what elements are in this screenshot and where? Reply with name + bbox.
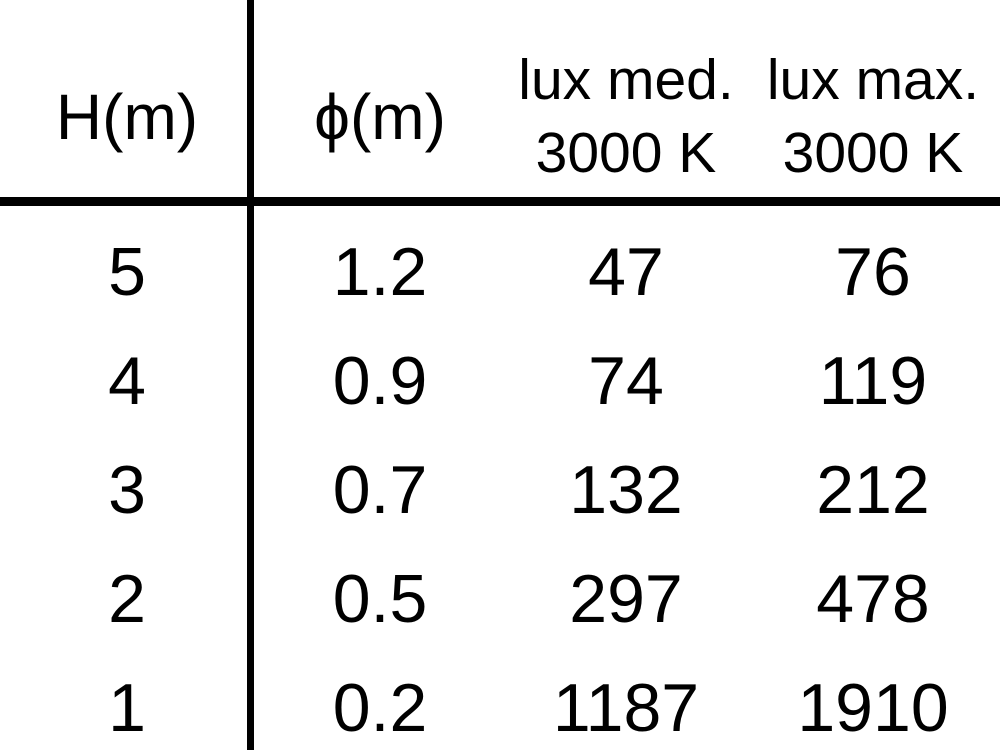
cell-phi: 0.5 bbox=[332, 560, 428, 637]
cell-lux-max: 1910 bbox=[797, 669, 949, 746]
cell-lux-max: 76 bbox=[835, 234, 911, 311]
cell-lux-max: 212 bbox=[816, 451, 930, 528]
header-lux-max-line1: lux max. bbox=[766, 47, 980, 112]
cell-lux-med: 297 bbox=[569, 560, 683, 637]
cell-phi: 1.2 bbox=[332, 234, 428, 311]
cell-h: 5 bbox=[108, 234, 146, 311]
cell-phi: 0.7 bbox=[332, 451, 428, 528]
cell-h: 3 bbox=[108, 451, 146, 528]
column-divider-line bbox=[247, 0, 254, 750]
header-lux-med-line2: 3000 K bbox=[535, 120, 717, 185]
header-lux-max-line2: 3000 K bbox=[782, 120, 964, 185]
cell-h: 4 bbox=[108, 343, 146, 420]
cell-h: 1 bbox=[108, 669, 146, 746]
table-header-row: H(m) ϕ(m) lux med. 3000 K lux max. 3000 … bbox=[0, 0, 1000, 197]
header-lux-max-3000k: lux max. 3000 K bbox=[746, 18, 1000, 215]
cell-lux-med: 74 bbox=[588, 343, 664, 420]
header-lux-med-line1: lux med. bbox=[518, 47, 734, 112]
cell-lux-med: 47 bbox=[588, 234, 664, 311]
header-lux-med-3000k: lux med. 3000 K bbox=[506, 18, 746, 215]
cell-h: 2 bbox=[108, 560, 146, 637]
cell-lux-max: 119 bbox=[818, 343, 928, 420]
cell-lux-med: 1187 bbox=[552, 669, 700, 746]
cell-phi: 0.2 bbox=[332, 669, 428, 746]
cell-lux-max: 478 bbox=[816, 560, 930, 637]
header-phi: ϕ(m) bbox=[314, 80, 446, 153]
header-divider-line bbox=[0, 197, 1000, 206]
table-body: 5 1.2 47 76 4 0.9 74 119 3 0.7 132 212 2… bbox=[0, 206, 1000, 750]
header-h: H(m) bbox=[55, 80, 199, 153]
cell-lux-med: 132 bbox=[569, 451, 683, 528]
cell-phi: 0.9 bbox=[332, 343, 428, 420]
